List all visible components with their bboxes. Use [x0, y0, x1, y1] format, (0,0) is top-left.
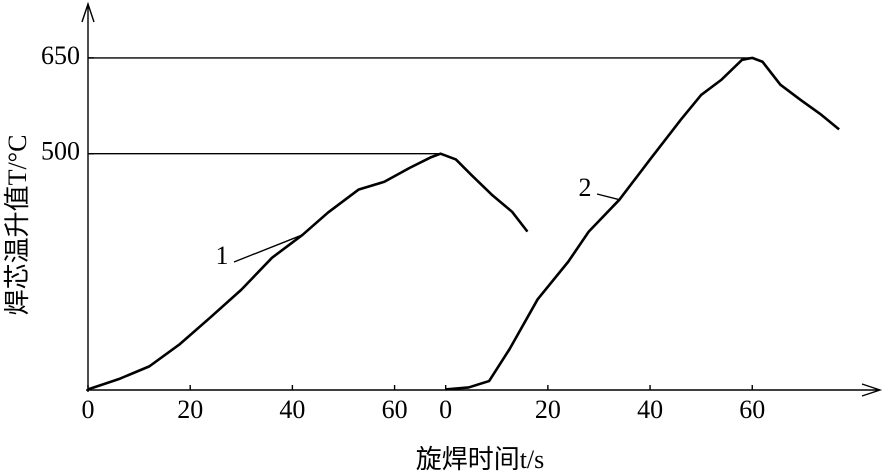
y-axis — [81, 1, 95, 392]
x-tick-label: 0 — [439, 395, 452, 424]
x-tick-label: 20 — [535, 395, 561, 424]
x-axis — [86, 383, 883, 397]
x-tick-label: 0 — [82, 395, 95, 424]
y-axis-label: 焊芯温升值T/°C — [3, 135, 32, 316]
x-tick-label: 60 — [382, 395, 408, 424]
x-tick-label: 40 — [279, 395, 305, 424]
x-tick-label: 20 — [177, 395, 203, 424]
series-label: 1 — [216, 241, 229, 270]
x-axis-label: 旋焊时间t/s — [416, 445, 545, 472]
y-tick-label: 650 — [41, 41, 80, 70]
line — [87, 152, 529, 391]
leader-line — [596, 193, 620, 201]
line — [445, 56, 840, 391]
leader-line — [233, 234, 303, 263]
series-label: 2 — [579, 173, 592, 202]
x-tick-label: 60 — [739, 395, 765, 424]
y-tick-label: 500 — [41, 137, 80, 166]
x-tick-label: 40 — [637, 395, 663, 424]
